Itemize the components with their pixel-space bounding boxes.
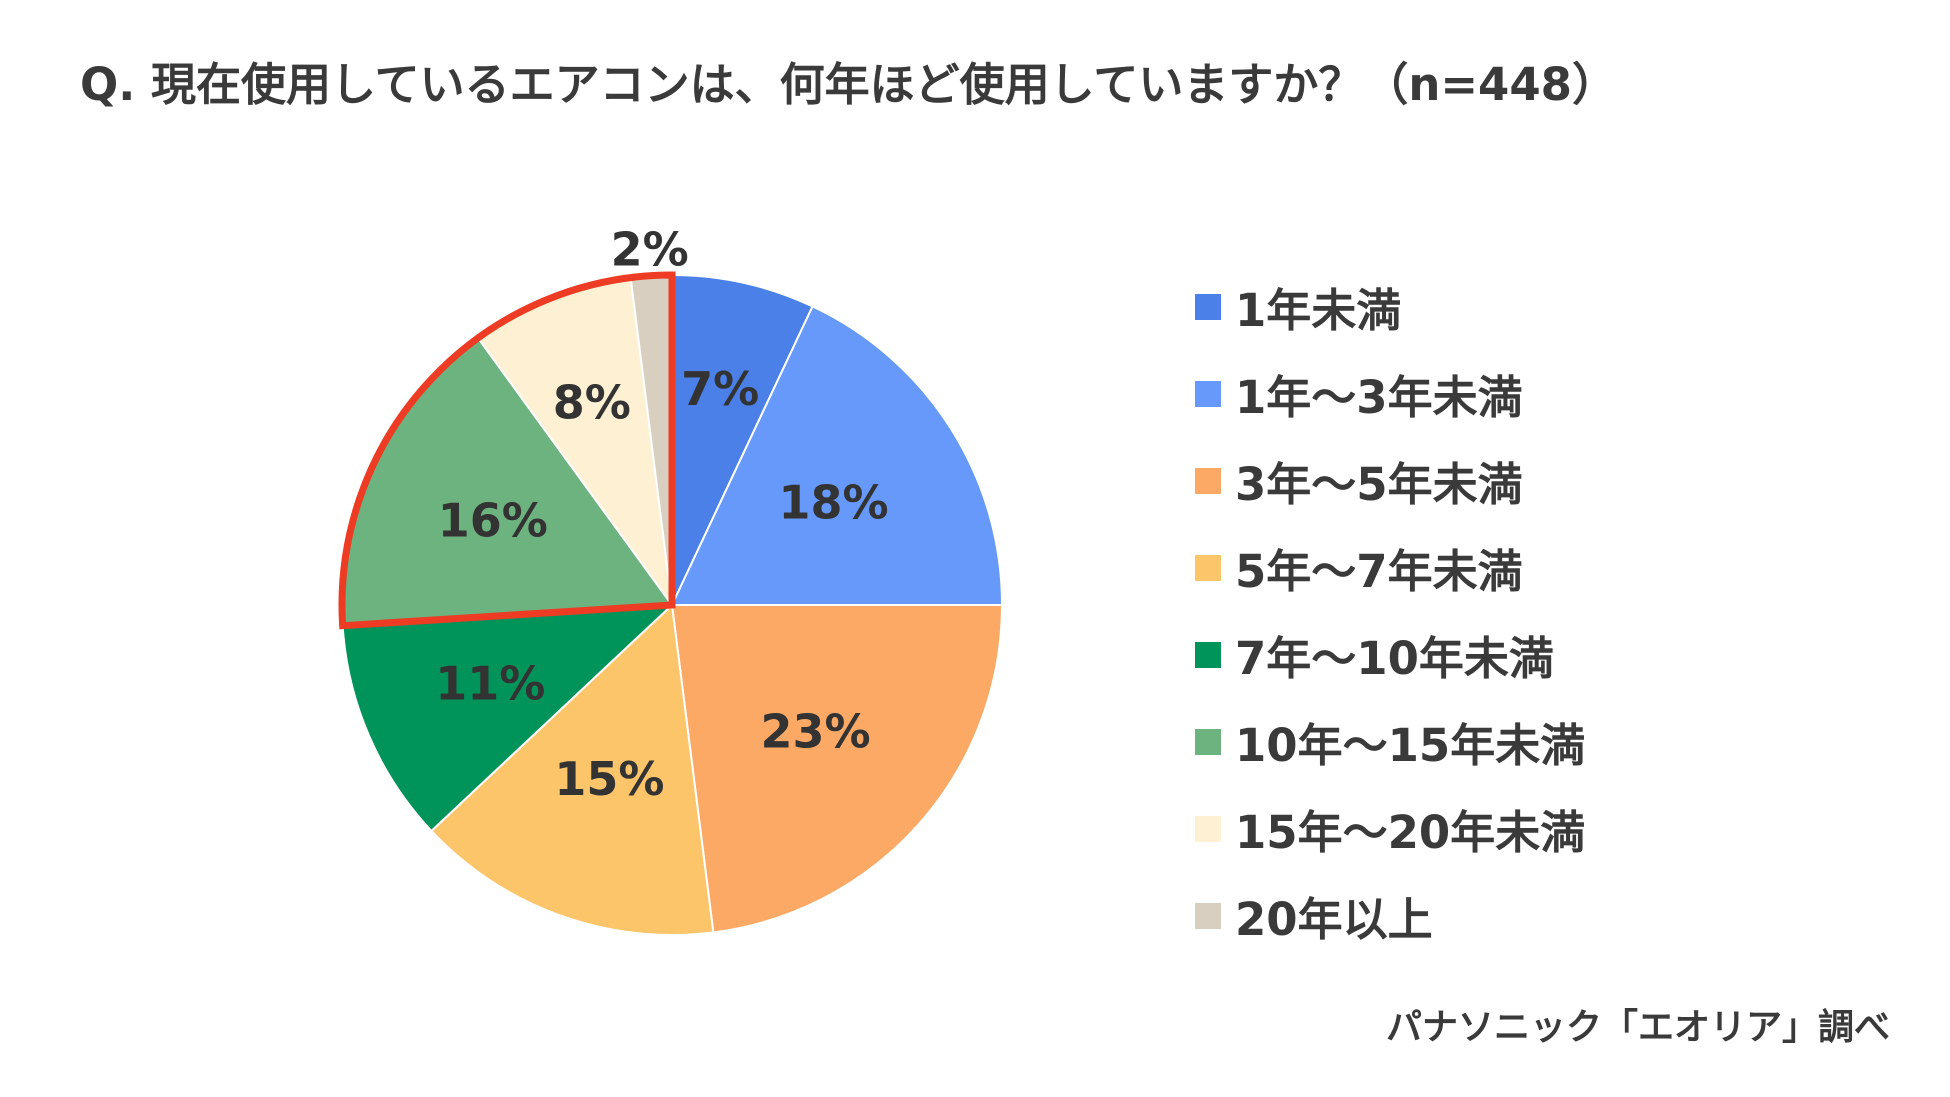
slice-label-2: 18% [779, 475, 889, 529]
legend-item-6: 10年～15年未満 [1195, 698, 1585, 785]
highlight-border [338, 271, 676, 630]
chart-title: Q. 現在使用しているエアコンは、何年ほど使用していますか？（n=448） [80, 58, 1617, 111]
legend-label: 10年～15年未満 [1235, 719, 1586, 772]
slice-1 [671, 273, 814, 606]
slice-label-3: 23% [761, 705, 871, 759]
legend-item-8: 20年以上 [1195, 872, 1585, 959]
legend-item-1: 1年未満 [1195, 263, 1585, 350]
legend-label: 20年以上 [1235, 893, 1433, 946]
slice-label-1: 7% [681, 362, 759, 416]
slice-3 [670, 604, 1004, 934]
legend-label: 1年未満 [1235, 284, 1402, 337]
legend-item-4: 5年～7年未満 [1195, 524, 1585, 611]
slice-2 [670, 305, 1004, 606]
slice-label-7: 8% [553, 375, 631, 429]
legend-swatch [1195, 467, 1221, 494]
legend: 1年未満 1年～3年未満 3年～5年未満 5年～7年未満 7年～10年未満 10年～15年… [1195, 263, 1585, 959]
legend-label: 5年～7年未満 [1235, 545, 1523, 598]
slice-label-5: 11% [435, 657, 545, 711]
legend-item-2: 1年～3年未満 [1195, 350, 1585, 437]
pie-slice-labels: 7% 18% 23% 15%11% 16% 8% 2% [435, 222, 888, 806]
legend-item-3: 3年～5年未満 [1195, 437, 1585, 524]
legend-label: 1年～3年未満 [1235, 371, 1523, 424]
legend-swatch [1195, 293, 1221, 320]
legend-label: 15年～20年未満 [1235, 806, 1586, 859]
legend-swatch [1195, 815, 1221, 842]
slice-label-6: 16% [438, 494, 548, 548]
slice-label-8: 2% [611, 222, 689, 276]
legend-item-7: 15年～20年未満 [1195, 785, 1585, 872]
slice-5 [341, 603, 675, 833]
legend-label: 3年～5年未満 [1235, 458, 1523, 511]
source-note: パナソニック「エオリア」調べ [1385, 1007, 1890, 1048]
legend-swatch [1195, 554, 1221, 581]
legend-swatch [1195, 728, 1221, 755]
highlight-outline [338, 271, 676, 630]
slice-4 [430, 602, 715, 936]
slice-label-4: 15% [554, 752, 664, 806]
legend-swatch [1195, 902, 1221, 929]
legend-item-5: 7年～10年未満 [1195, 611, 1585, 698]
pie-slices [341, 273, 1004, 936]
legend-label: 7年～10年未満 [1235, 632, 1554, 685]
legend-swatch [1195, 380, 1221, 407]
legend-swatch [1195, 641, 1221, 668]
